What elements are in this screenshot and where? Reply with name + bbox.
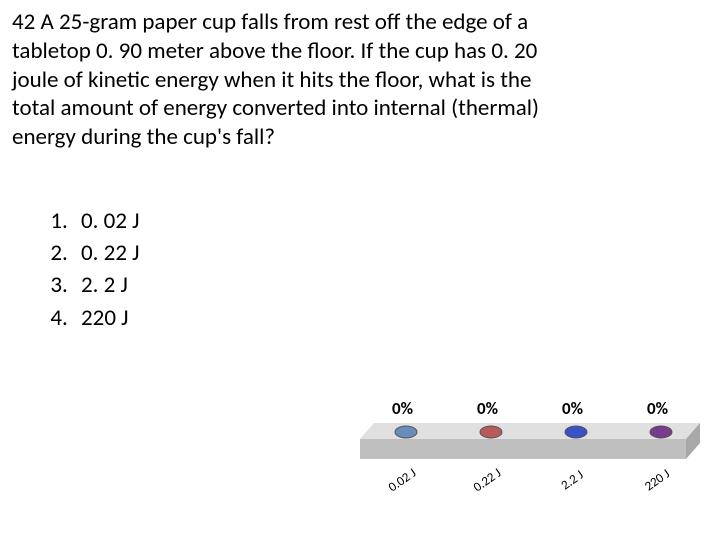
- answer-option: 0. 22 J: [73, 237, 140, 269]
- percent-value: 0%: [615, 398, 700, 419]
- percent-value: 0%: [530, 398, 615, 419]
- bar-label: 0.02 J: [363, 450, 441, 511]
- answer-option: 0. 02 J: [73, 205, 140, 237]
- label-row: 0.02 J 0.22 J 2.2 J 220 J: [360, 473, 700, 488]
- bar-label: 220 J: [618, 450, 696, 511]
- bar-label: 0.22 J: [448, 450, 526, 511]
- percent-value: 0%: [445, 398, 530, 419]
- answer-option: 2. 2 J: [73, 269, 140, 301]
- chart-platform: [360, 423, 700, 459]
- bar-label: 2.2 J: [533, 450, 611, 511]
- poll-chart: 0% 0% 0% 0% 0.02 J 0.22 J 2.2 J 220 J: [360, 398, 700, 518]
- question-text: 42 A 25-gram paper cup falls from rest o…: [12, 8, 572, 152]
- percent-value: 0%: [360, 398, 445, 419]
- answer-list: 0. 02 J 0. 22 J 2. 2 J 220 J: [45, 205, 140, 334]
- answer-option: 220 J: [73, 302, 140, 334]
- percent-row: 0% 0% 0% 0%: [360, 398, 700, 419]
